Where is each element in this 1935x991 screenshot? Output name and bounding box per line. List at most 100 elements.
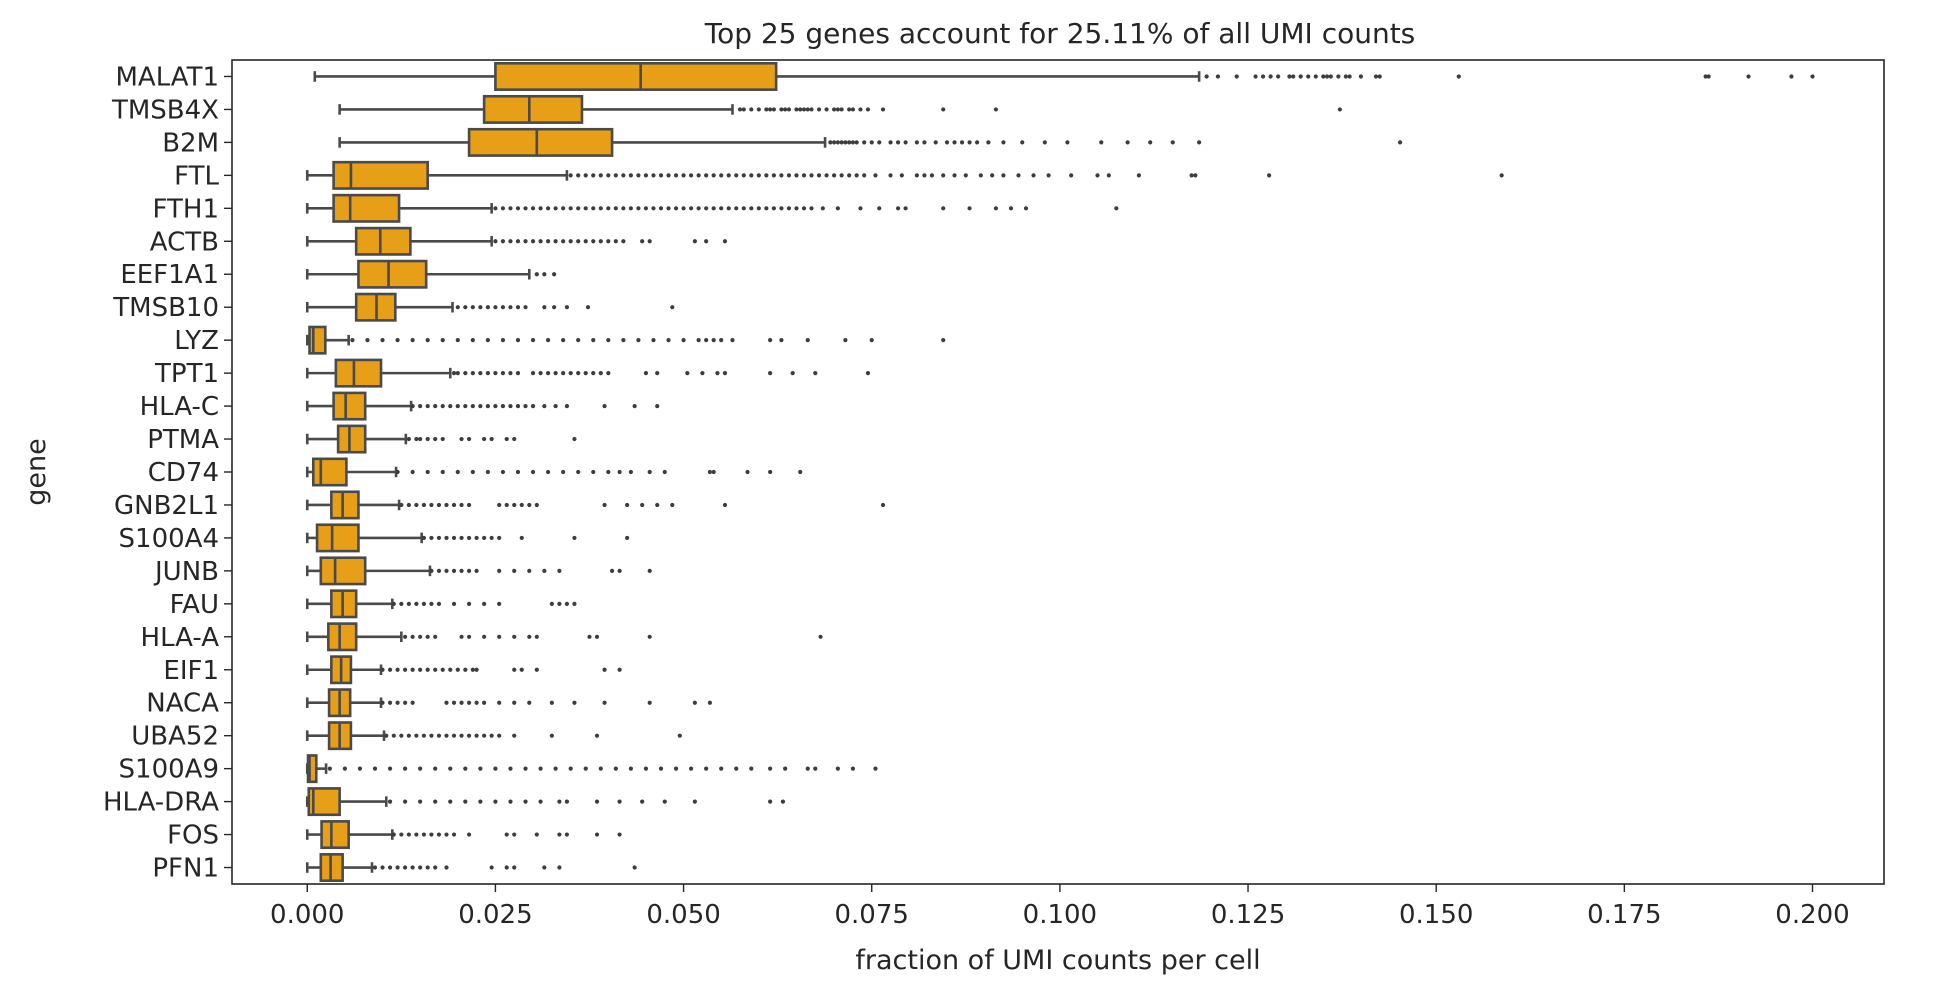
outlier-point: [869, 338, 874, 343]
outlier-point: [986, 140, 991, 145]
iqr-box: [327, 622, 358, 652]
outlier-point: [1373, 74, 1379, 79]
outlier-point: [519, 535, 524, 541]
outlier-point: [662, 469, 667, 475]
outlier-point: [745, 469, 750, 475]
outlier-point: [643, 371, 649, 376]
outlier-point: [512, 436, 517, 442]
box-group-actb: [305, 226, 728, 256]
outlier-point: [779, 206, 784, 211]
outlier-point: [673, 206, 679, 211]
outlier-point: [410, 700, 415, 705]
outlier-point: [835, 140, 840, 145]
outlier-point: [561, 371, 566, 376]
outlier-point: [436, 601, 442, 606]
outlier-point: [1397, 140, 1403, 145]
outlier-point: [583, 766, 588, 771]
outlier-point: [1306, 74, 1311, 79]
outlier-point: [515, 371, 521, 376]
iqr-box: [334, 358, 383, 388]
box-group-pfn1: [305, 853, 637, 883]
outlier-point: [455, 667, 460, 672]
outlier-point: [862, 140, 867, 145]
outlier-point: [508, 305, 513, 310]
iqr-box: [494, 61, 778, 91]
iqr-box: [330, 490, 360, 520]
outlier-point: [959, 140, 965, 145]
outlier-point: [515, 469, 521, 475]
outlier-point: [549, 700, 554, 705]
y-tick-label: S100A9: [119, 755, 219, 785]
outlier-point: [500, 403, 506, 409]
outlier-point: [406, 601, 411, 606]
outlier-point: [418, 766, 423, 771]
outlier-point: [410, 338, 415, 343]
outlier-point: [771, 173, 776, 178]
outlier-point: [666, 338, 671, 343]
outlier-point: [1016, 173, 1021, 178]
outlier-point: [914, 173, 919, 178]
outlier-point: [677, 733, 682, 738]
outlier-point: [922, 173, 927, 178]
outlier-point: [847, 140, 852, 145]
y-tick-label: S100A4: [119, 524, 219, 554]
outlier-point: [854, 140, 859, 145]
outlier-point: [523, 766, 528, 771]
outlier-point: [632, 403, 637, 409]
outlier-point: [1276, 74, 1281, 79]
outlier-point: [425, 338, 430, 343]
outlier-point: [895, 206, 901, 211]
outlier-point: [512, 832, 517, 837]
outlier-point: [421, 535, 427, 541]
outlier-point: [831, 173, 837, 178]
outlier-point: [888, 140, 893, 145]
outlier-point: [485, 305, 490, 310]
outlier-point: [433, 667, 438, 672]
outlier-point: [478, 766, 483, 771]
outlier-point: [459, 700, 464, 705]
outlier-point: [591, 371, 596, 376]
outlier-point: [798, 469, 803, 475]
iqr-box: [332, 193, 401, 223]
box-group-b2m: [338, 127, 1403, 157]
outlier-point: [655, 502, 660, 508]
outlier-point: [704, 239, 709, 244]
iqr-box: [482, 94, 584, 124]
outlier-point: [786, 206, 792, 211]
outlier-point: [459, 535, 464, 541]
outlier-point: [941, 107, 946, 112]
outlier-point: [658, 173, 664, 178]
outlier-point: [1069, 173, 1074, 178]
outlier-point: [628, 766, 633, 771]
outlier-point: [399, 502, 404, 508]
outlier-point: [395, 700, 400, 705]
outlier-point: [414, 733, 419, 738]
outlier-point: [553, 766, 558, 771]
outlier-point: [466, 568, 472, 573]
outlier-point: [583, 239, 588, 244]
outlier-point: [865, 371, 871, 376]
box-group-uba52: [305, 721, 682, 751]
outlier-point: [418, 799, 423, 804]
y-tick-label: TMSB10: [112, 293, 219, 323]
outlier-point: [606, 239, 611, 244]
outlier-point: [497, 634, 502, 639]
outlier-point: [903, 206, 908, 211]
outlier-point: [756, 173, 761, 178]
outlier-point: [1291, 74, 1296, 79]
outlier-point: [933, 140, 938, 145]
outlier-point: [497, 502, 502, 508]
outlier-point: [628, 173, 633, 178]
outlier-point: [474, 700, 479, 705]
outlier-point: [433, 799, 438, 804]
outlier-point: [436, 535, 442, 541]
outlier-point: [768, 371, 773, 376]
outlier-point: [741, 173, 746, 178]
outlier-point: [538, 371, 543, 376]
outlier-point: [406, 436, 411, 442]
iqr-box: [308, 325, 327, 355]
outlier-point: [696, 206, 701, 211]
outlier-point: [576, 173, 581, 178]
outlier-point: [576, 239, 581, 244]
outlier-point: [512, 634, 517, 639]
